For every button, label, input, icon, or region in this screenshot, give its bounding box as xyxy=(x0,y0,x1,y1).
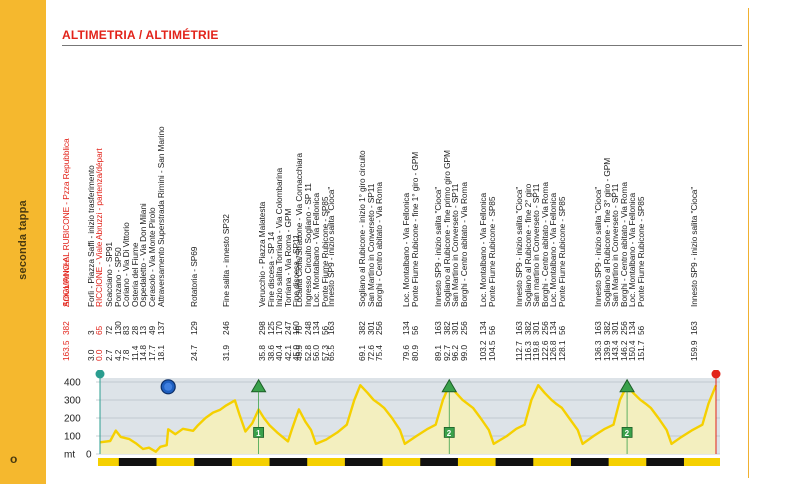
km-bar-segment xyxy=(495,458,534,466)
y-unit-label: mt xyxy=(64,450,75,461)
altitude-value: 256 xyxy=(374,321,385,335)
km-bar-segment xyxy=(194,458,232,466)
km-value: 128.1 xyxy=(557,340,567,361)
climb-category-label: 2 xyxy=(447,429,452,438)
km-value: 159.9 xyxy=(689,340,699,361)
location-name: Ponte Fiume Rubicone - fine 1° giro - GP… xyxy=(409,151,420,307)
km-value: 18.1 xyxy=(155,345,166,361)
start-marker xyxy=(95,370,105,379)
location-name: RICCIONE - Viale Abruzzi - partenza/dépa… xyxy=(94,148,104,307)
climb-category-label: 1 xyxy=(256,429,261,438)
km-bar-segment xyxy=(344,458,383,466)
y-tick-label: 100 xyxy=(64,432,81,443)
km-value: 24.7 xyxy=(189,345,199,361)
altitude-value: 163 xyxy=(326,321,336,335)
arrival-text: Arrivo/Arrivée xyxy=(61,257,71,307)
km-value: 151.7 xyxy=(636,340,646,361)
altitude-value: 256 xyxy=(458,321,469,335)
location-name: Attraversamento Superstrada Rimini - San… xyxy=(155,126,166,307)
altitude-value: 65 xyxy=(94,325,104,335)
climb-category-label: 2 xyxy=(625,429,630,438)
y-tick-label: 300 xyxy=(64,396,81,407)
km-value: 104.5 xyxy=(486,340,497,361)
finish-marker xyxy=(711,370,721,379)
altitude-value: 56 xyxy=(636,325,646,335)
right-divider xyxy=(748,8,749,478)
sprint-marker-inner xyxy=(164,382,173,391)
altitude-value: 246 xyxy=(221,321,231,335)
location-name: Ponte Fiume Rubicone - SP85 xyxy=(486,196,497,307)
km-value: 31.9 xyxy=(221,345,231,361)
climb-category-box xyxy=(253,427,265,438)
altimetry-chart: 0 100 200 300 400 mt 1 2 2 xyxy=(62,370,742,470)
location-name: Fine salita - innesto SP32 xyxy=(221,214,231,307)
location-name: Ponte Fiume Rubicone - SP85 xyxy=(557,196,567,307)
km-value: 99.0 xyxy=(458,345,469,361)
altitude-value: 56 xyxy=(409,325,420,335)
y-tick-label: 0 xyxy=(86,450,92,461)
km-bar-segment xyxy=(269,458,308,466)
climb-category-box xyxy=(621,427,633,438)
y-tick-label: 200 xyxy=(64,414,81,425)
km-bar-segment xyxy=(420,458,458,466)
km-value: 0.0 xyxy=(94,349,104,361)
altitude-value: 129 xyxy=(189,321,199,335)
km-bar xyxy=(98,458,720,466)
climb-category-box xyxy=(443,427,455,438)
km-value: 80.9 xyxy=(409,345,420,361)
page-number: o xyxy=(10,452,18,466)
km-bar-segment xyxy=(646,458,684,466)
stage-sidebar xyxy=(0,0,46,484)
y-tick-label: 400 xyxy=(64,378,81,389)
gpm-marker xyxy=(250,378,267,393)
km-value: 65.5 xyxy=(326,345,336,361)
title-divider xyxy=(62,45,742,46)
altimetry-svg: 0 100 200 300 400 mt 1 2 2 xyxy=(64,370,721,466)
location-name: Ponte Fiume Rubicone - SP85 xyxy=(636,196,646,307)
km-bar-segment xyxy=(118,458,157,466)
gpm-marker xyxy=(619,378,635,393)
km-bar-segment xyxy=(570,458,609,466)
profile-line xyxy=(99,384,718,453)
location-name: Innesto SP9 - inizio salita "Cioca" xyxy=(689,186,699,307)
location-name: Borghi - Centro abitato - Via Roma xyxy=(458,182,469,307)
altitude-value: 56 xyxy=(486,325,497,335)
altitude-value: 56 xyxy=(557,325,567,335)
location-name: Innesto SP9 - inizio salita "Cioca" xyxy=(326,186,336,307)
location-name: Borghi - Centro abitato - Via Roma xyxy=(374,182,385,307)
gpm-marker xyxy=(441,378,458,393)
km-value: 75.4 xyxy=(374,345,385,361)
location-name: Rotatoria - SP69 xyxy=(189,246,199,307)
page-title: ALTIMETRIA / ALTIMÉTRIE xyxy=(62,28,219,42)
altitude-value: 163 xyxy=(689,321,699,335)
altitude-value: 137 xyxy=(155,321,166,335)
route-table: 3.03Forlì - Piazza Saffi - inizio trasfe… xyxy=(61,48,742,370)
